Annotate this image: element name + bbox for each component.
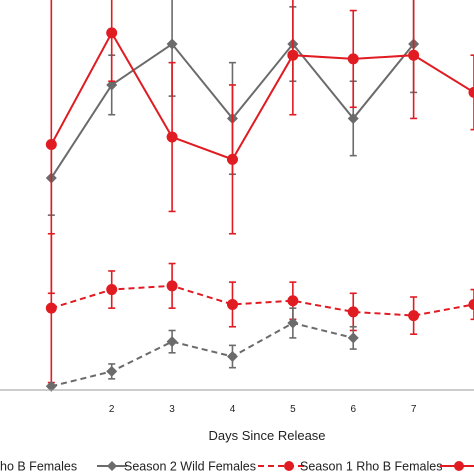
data-point (226, 351, 238, 363)
legend-swatch-marker (284, 461, 294, 471)
x-tick-label: 6 (350, 404, 356, 415)
data-point (106, 27, 118, 39)
legend-item (440, 461, 474, 471)
legend-item: Season 2 Wild Females (97, 460, 256, 474)
data-point (45, 138, 57, 150)
legend-item: Season 1 Rho B Females (258, 460, 442, 474)
legend-label: Season 2 Wild Females (124, 460, 256, 474)
x-tick-label: 4 (230, 404, 236, 415)
data-point (106, 284, 118, 296)
legend-swatch-marker (107, 461, 117, 471)
series-line (51, 284, 474, 317)
data-point (226, 153, 238, 165)
data-point (106, 365, 118, 377)
series-2 (45, 232, 474, 384)
x-tick-label: 3 (169, 404, 175, 415)
data-point (45, 380, 57, 392)
data-point (226, 298, 238, 310)
data-point (468, 298, 474, 310)
data-point (408, 49, 420, 61)
series-3 (45, 307, 359, 392)
legend-label: Season 1 Rho B Females (300, 460, 442, 474)
legend-item: ho B Females (0, 460, 77, 474)
data-point (468, 86, 474, 98)
x-axis: 2 3 4 5 6 7 (0, 389, 474, 415)
plot-area (45, 0, 474, 392)
x-axis-title: Days Since Release (208, 428, 325, 443)
data-point (347, 306, 359, 318)
series-line (50, 30, 474, 161)
x-tick-label: 7 (411, 404, 417, 415)
legend-swatch-marker (454, 461, 464, 471)
x-tick-label: 5 (290, 404, 296, 415)
data-point (166, 336, 178, 348)
data-point (347, 112, 359, 124)
data-point (45, 302, 57, 314)
data-point (287, 49, 299, 61)
series-line (51, 321, 354, 388)
data-point (166, 280, 178, 292)
data-point (287, 317, 299, 329)
legend-label: ho B Females (0, 460, 77, 474)
data-point (106, 79, 118, 91)
data-point (287, 295, 299, 307)
data-point (408, 310, 420, 322)
data-point (166, 131, 178, 143)
x-tick-label: 2 (109, 404, 115, 415)
data-point (347, 53, 359, 65)
legend: ho B Females Season 2 Wild Females Season … (0, 460, 474, 474)
data-point (347, 332, 359, 344)
data-point (166, 38, 178, 50)
